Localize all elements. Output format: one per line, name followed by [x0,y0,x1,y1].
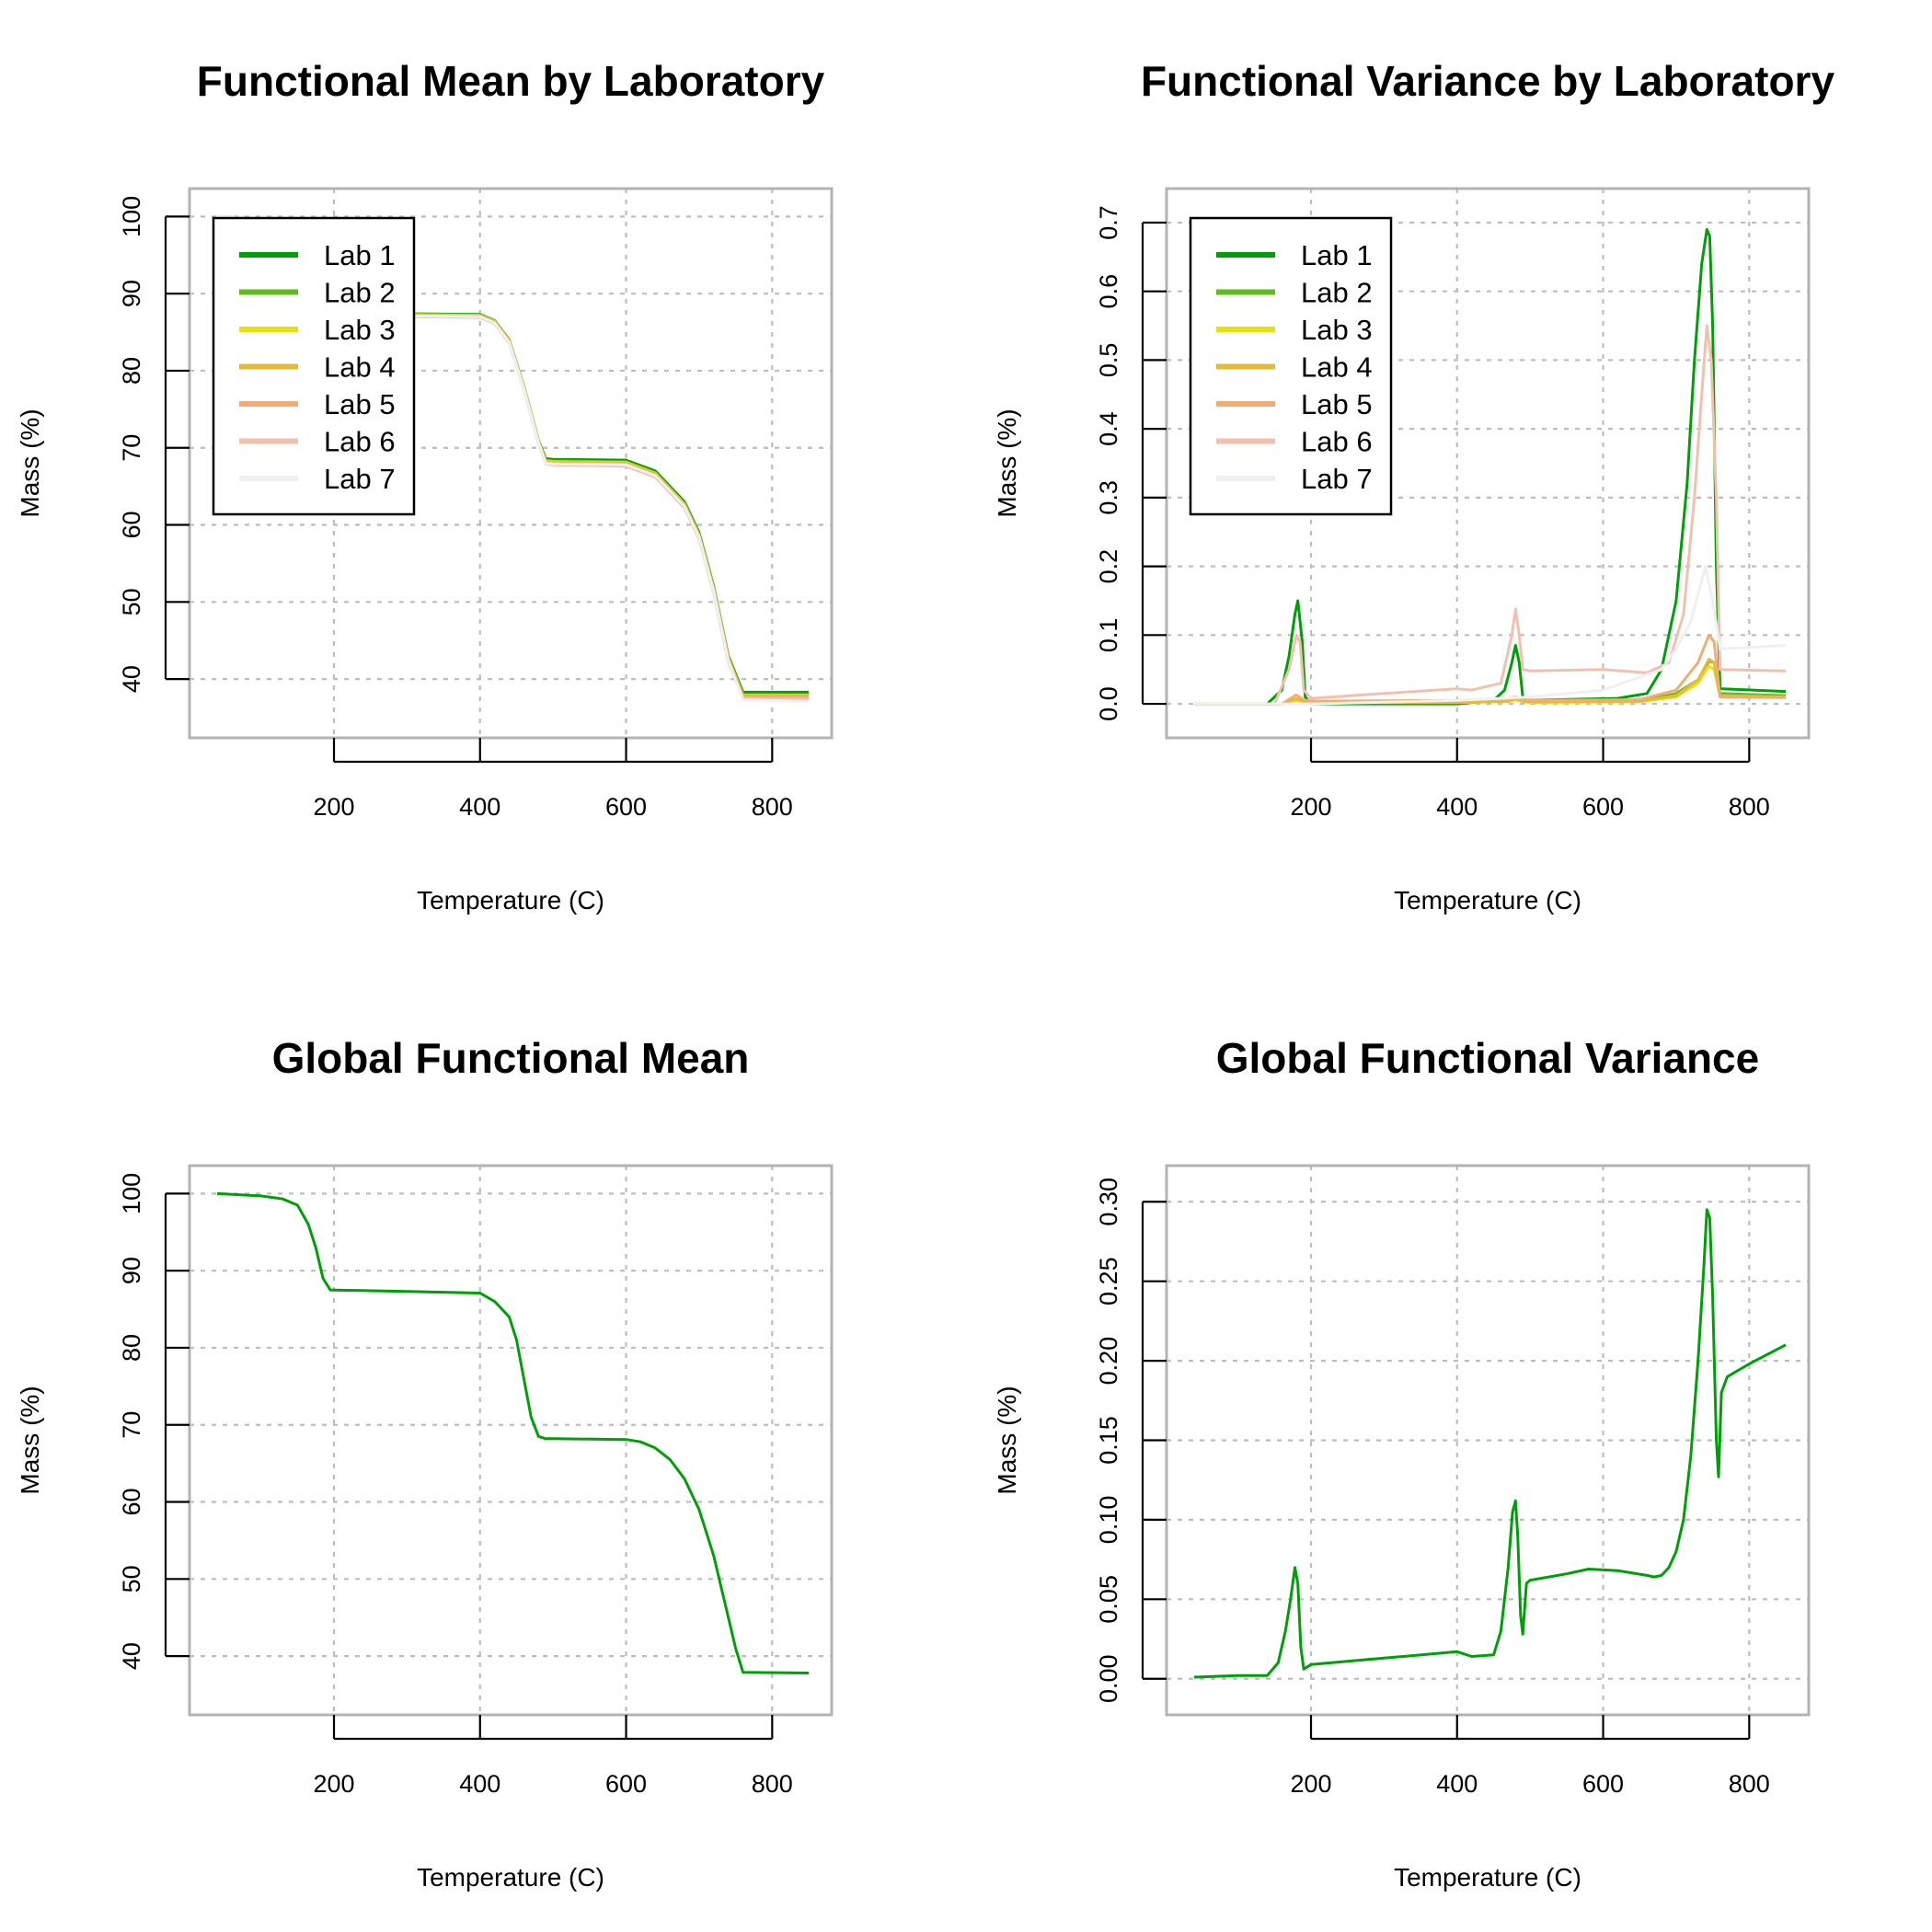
x-tick-label: 400 [1436,1770,1478,1798]
x-tick-label: 800 [752,793,793,821]
chart-title: Global Functional Variance [1216,1034,1759,1082]
y-tick-label: 0.1 [1095,618,1122,653]
y-tick-label: 0.10 [1095,1496,1122,1545]
y-tick-label: 60 [118,1489,145,1516]
legend-label: Lab 3 [1301,314,1373,346]
panel-mean-by-lab: 200 400 600 800 40 50 60 70 80 90 100 Functional Me… [16,57,834,914]
y-tick-label: 60 [118,512,145,539]
y-axis-title: Mass (%) [993,1386,1021,1494]
series-line-lab-5 [1194,633,1787,706]
legend-label: Lab 2 [1301,277,1373,309]
series-line-lab-6 [1194,324,1787,706]
legend-label: Lab 7 [1301,463,1373,495]
chart-title: Functional Mean by Laboratory [197,57,825,105]
x-axis-title: Temperature (C) [417,1863,604,1892]
y-tick-label: 0.25 [1095,1257,1122,1305]
x-axis-title: Temperature (C) [417,886,604,914]
legend-label: Lab 5 [324,388,396,420]
x-tick-label: 600 [1582,793,1624,821]
y-tick-label: 0.30 [1095,1178,1122,1226]
plot-frame [1165,187,1811,740]
x-tick-label: 400 [1436,793,1478,821]
legend: Lab 1 Lab 2 Lab 3 Lab 4 Lab 5 Lab 6 Lab 7 [1189,216,1393,516]
panel-variance-by-lab: 200 400 600 800 0.0 0.1 0.2 0.3 0.4 0.5 0.6 0.7 Func… [993,57,1834,914]
y-tick-label: 90 [118,280,145,307]
chart-title: Functional Variance by Laboratory [1141,57,1834,105]
panel-global-variance: 200 400 600 800 0.00 0.05 0.10 0.15 0.20 0.25 0.30… [993,1034,1811,1892]
legend-label: Lab 4 [1301,351,1373,384]
x-tick-label: 800 [752,1770,793,1798]
y-tick-label: 80 [118,357,145,385]
y-tick-label: 0.6 [1095,274,1122,309]
legend-label: Lab 4 [324,351,396,384]
x-tick-label: 800 [1729,1770,1770,1798]
y-tick-label: 70 [118,434,145,462]
y-tick-label: 0.0 [1095,686,1122,721]
y-tick-label: 0.15 [1095,1416,1122,1465]
y-tick-label: 0.4 [1095,411,1122,446]
x-axis-title: Temperature (C) [1394,886,1581,914]
plot-frame [188,187,834,740]
x-tick-label: 400 [459,793,500,821]
y-tick-label: 90 [118,1257,145,1284]
legend-label: Lab 3 [324,314,396,346]
series-line-1 [216,1191,810,1674]
legend-label: Lab 7 [324,463,396,495]
y-tick-label: 50 [118,588,145,615]
y-tick-label: 40 [118,1642,145,1670]
plot-frame [188,1164,834,1717]
series-line-lab-7 [1194,565,1787,706]
legend-label: Lab 1 [1301,239,1373,271]
y-tick-label: 0.5 [1095,343,1122,378]
x-tick-label: 600 [605,793,647,821]
y-tick-label: 40 [118,665,145,693]
y-tick-label: 100 [118,1173,145,1214]
y-axis-title: Mass (%) [993,408,1021,517]
chart-title: Global Functional Mean [272,1034,750,1082]
x-tick-label: 600 [605,1770,647,1798]
y-tick-label: 100 [118,196,145,237]
y-tick-label: 70 [118,1411,145,1439]
y-tick-label: 0.3 [1095,480,1122,515]
legend-label: Lab 6 [1301,426,1373,458]
legend-label: Lab 5 [1301,388,1373,420]
x-tick-label: 200 [313,1770,354,1798]
y-tick-label: 50 [118,1565,145,1593]
x-tick-label: 600 [1582,1770,1624,1798]
series-line-lab-1 [1194,227,1787,706]
y-tick-label: 0.7 [1095,205,1122,240]
y-axis-title: Mass (%) [16,408,44,517]
x-tick-label: 200 [1290,1770,1331,1798]
legend-label: Lab 6 [324,426,396,458]
legend-label: Lab 1 [324,239,396,271]
y-tick-label: 0.05 [1095,1575,1122,1624]
legend: Lab 1 Lab 2 Lab 3 Lab 4 Lab 5 Lab 6 Lab 7 [212,216,416,516]
y-tick-label: 0.2 [1095,549,1122,584]
y-tick-label: 0.00 [1095,1654,1122,1703]
y-tick-label: 0.20 [1095,1337,1122,1386]
series-line-1 [1193,1208,1787,1679]
panel-global-mean: 200 400 600 800 40 50 60 70 80 90 100 Global Functi… [16,1034,834,1892]
y-tick-label: 80 [118,1334,145,1362]
x-tick-label: 400 [459,1770,500,1798]
x-axis-title: Temperature (C) [1394,1863,1581,1892]
legend-label: Lab 2 [324,277,396,309]
y-axis-title: Mass (%) [16,1386,44,1494]
x-tick-label: 200 [313,793,354,821]
x-tick-label: 800 [1729,793,1770,821]
x-tick-label: 200 [1290,793,1331,821]
